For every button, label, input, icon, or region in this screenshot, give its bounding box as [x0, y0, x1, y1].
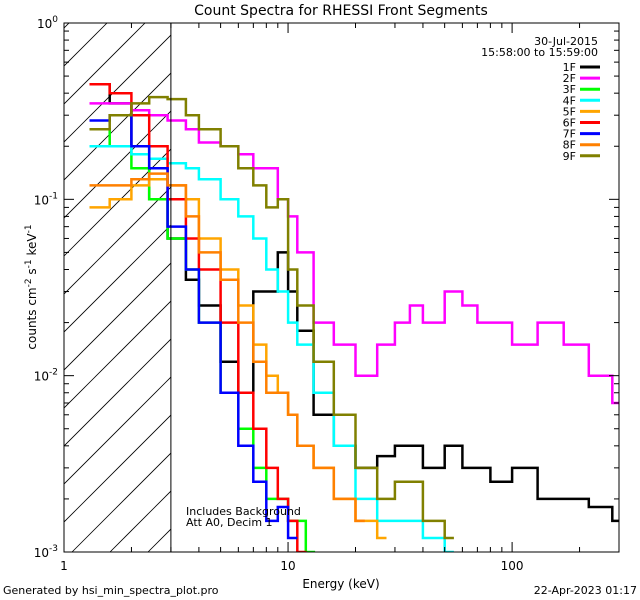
- x-tick-label: 100: [501, 559, 524, 573]
- hatch-line: [64, 186, 171, 295]
- series-8F-line: [89, 172, 365, 523]
- legend-label-6F: 6F: [563, 117, 576, 130]
- x-axis-label: Energy (keV): [302, 577, 379, 591]
- y-tick-label: 10-2: [34, 368, 58, 384]
- y-tick-labels: 100 10-1 10-2 10-3: [34, 15, 59, 560]
- hatch-line: [0, 0, 24, 552]
- hatch-line: [64, 376, 171, 485]
- date-label: 30-Jul-2015: [534, 35, 598, 48]
- legend-label-5F: 5F: [563, 105, 576, 118]
- plot-frame: [63, 22, 620, 553]
- hatched-region: [0, 0, 640, 552]
- series-7F-line: [89, 113, 298, 540]
- y-axis-label: counts cm-2 s-1 keV-1: [24, 224, 39, 349]
- hatch-line: [64, 224, 171, 333]
- hatch-line: [64, 110, 171, 219]
- legend-label-1F: 1F: [563, 61, 576, 74]
- hatch-line: [71, 452, 171, 552]
- legend-label-2F: 2F: [563, 72, 576, 85]
- series-layer: [89, 82, 619, 552]
- hatch-line: [64, 72, 171, 181]
- y-tick-label: 10-3: [34, 544, 58, 560]
- hatch-line: [262, 0, 640, 552]
- x-tick-labels: 1 10 100: [60, 559, 523, 573]
- legend-label-8F: 8F: [563, 139, 576, 152]
- hatch-line: [64, 262, 171, 371]
- hatch-line: [64, 34, 171, 143]
- timestamp-label: 22-Apr-2023 01:17: [534, 584, 637, 597]
- legend-label-7F: 7F: [563, 128, 576, 141]
- series-2F-line: [89, 102, 619, 405]
- x-tick-label: 10: [280, 559, 295, 573]
- hatch-line: [109, 490, 171, 552]
- axis-ticks: [63, 23, 620, 553]
- time-range-label: 15:58:00 to 15:59:00: [481, 46, 598, 59]
- legend-label-3F: 3F: [563, 83, 576, 96]
- series-3F-line: [89, 127, 316, 552]
- hatch-line: [64, 23, 146, 105]
- generated-by-label: Generated by hsi_min_spectra_plot.pro: [3, 584, 219, 597]
- hatch-line: [64, 414, 171, 523]
- hatch-line: [64, 300, 171, 409]
- legend-label-9F: 9F: [563, 150, 576, 163]
- legend-label-4F: 4F: [563, 94, 576, 107]
- series-6F-line: [89, 82, 307, 552]
- hatch-line: [64, 338, 171, 447]
- x-tick-label: 1: [60, 559, 68, 573]
- hatch-line: [224, 0, 640, 552]
- background-note: Includes Background: [186, 505, 301, 518]
- y-tick-label: 100: [37, 15, 58, 31]
- attenuator-note: Att A0, Decim 1: [186, 516, 273, 529]
- series-9F-line: [89, 95, 454, 540]
- y-tick-label: 10-1: [34, 191, 58, 207]
- chart-title: Count Spectra for RHESSI Front Segments: [194, 3, 488, 19]
